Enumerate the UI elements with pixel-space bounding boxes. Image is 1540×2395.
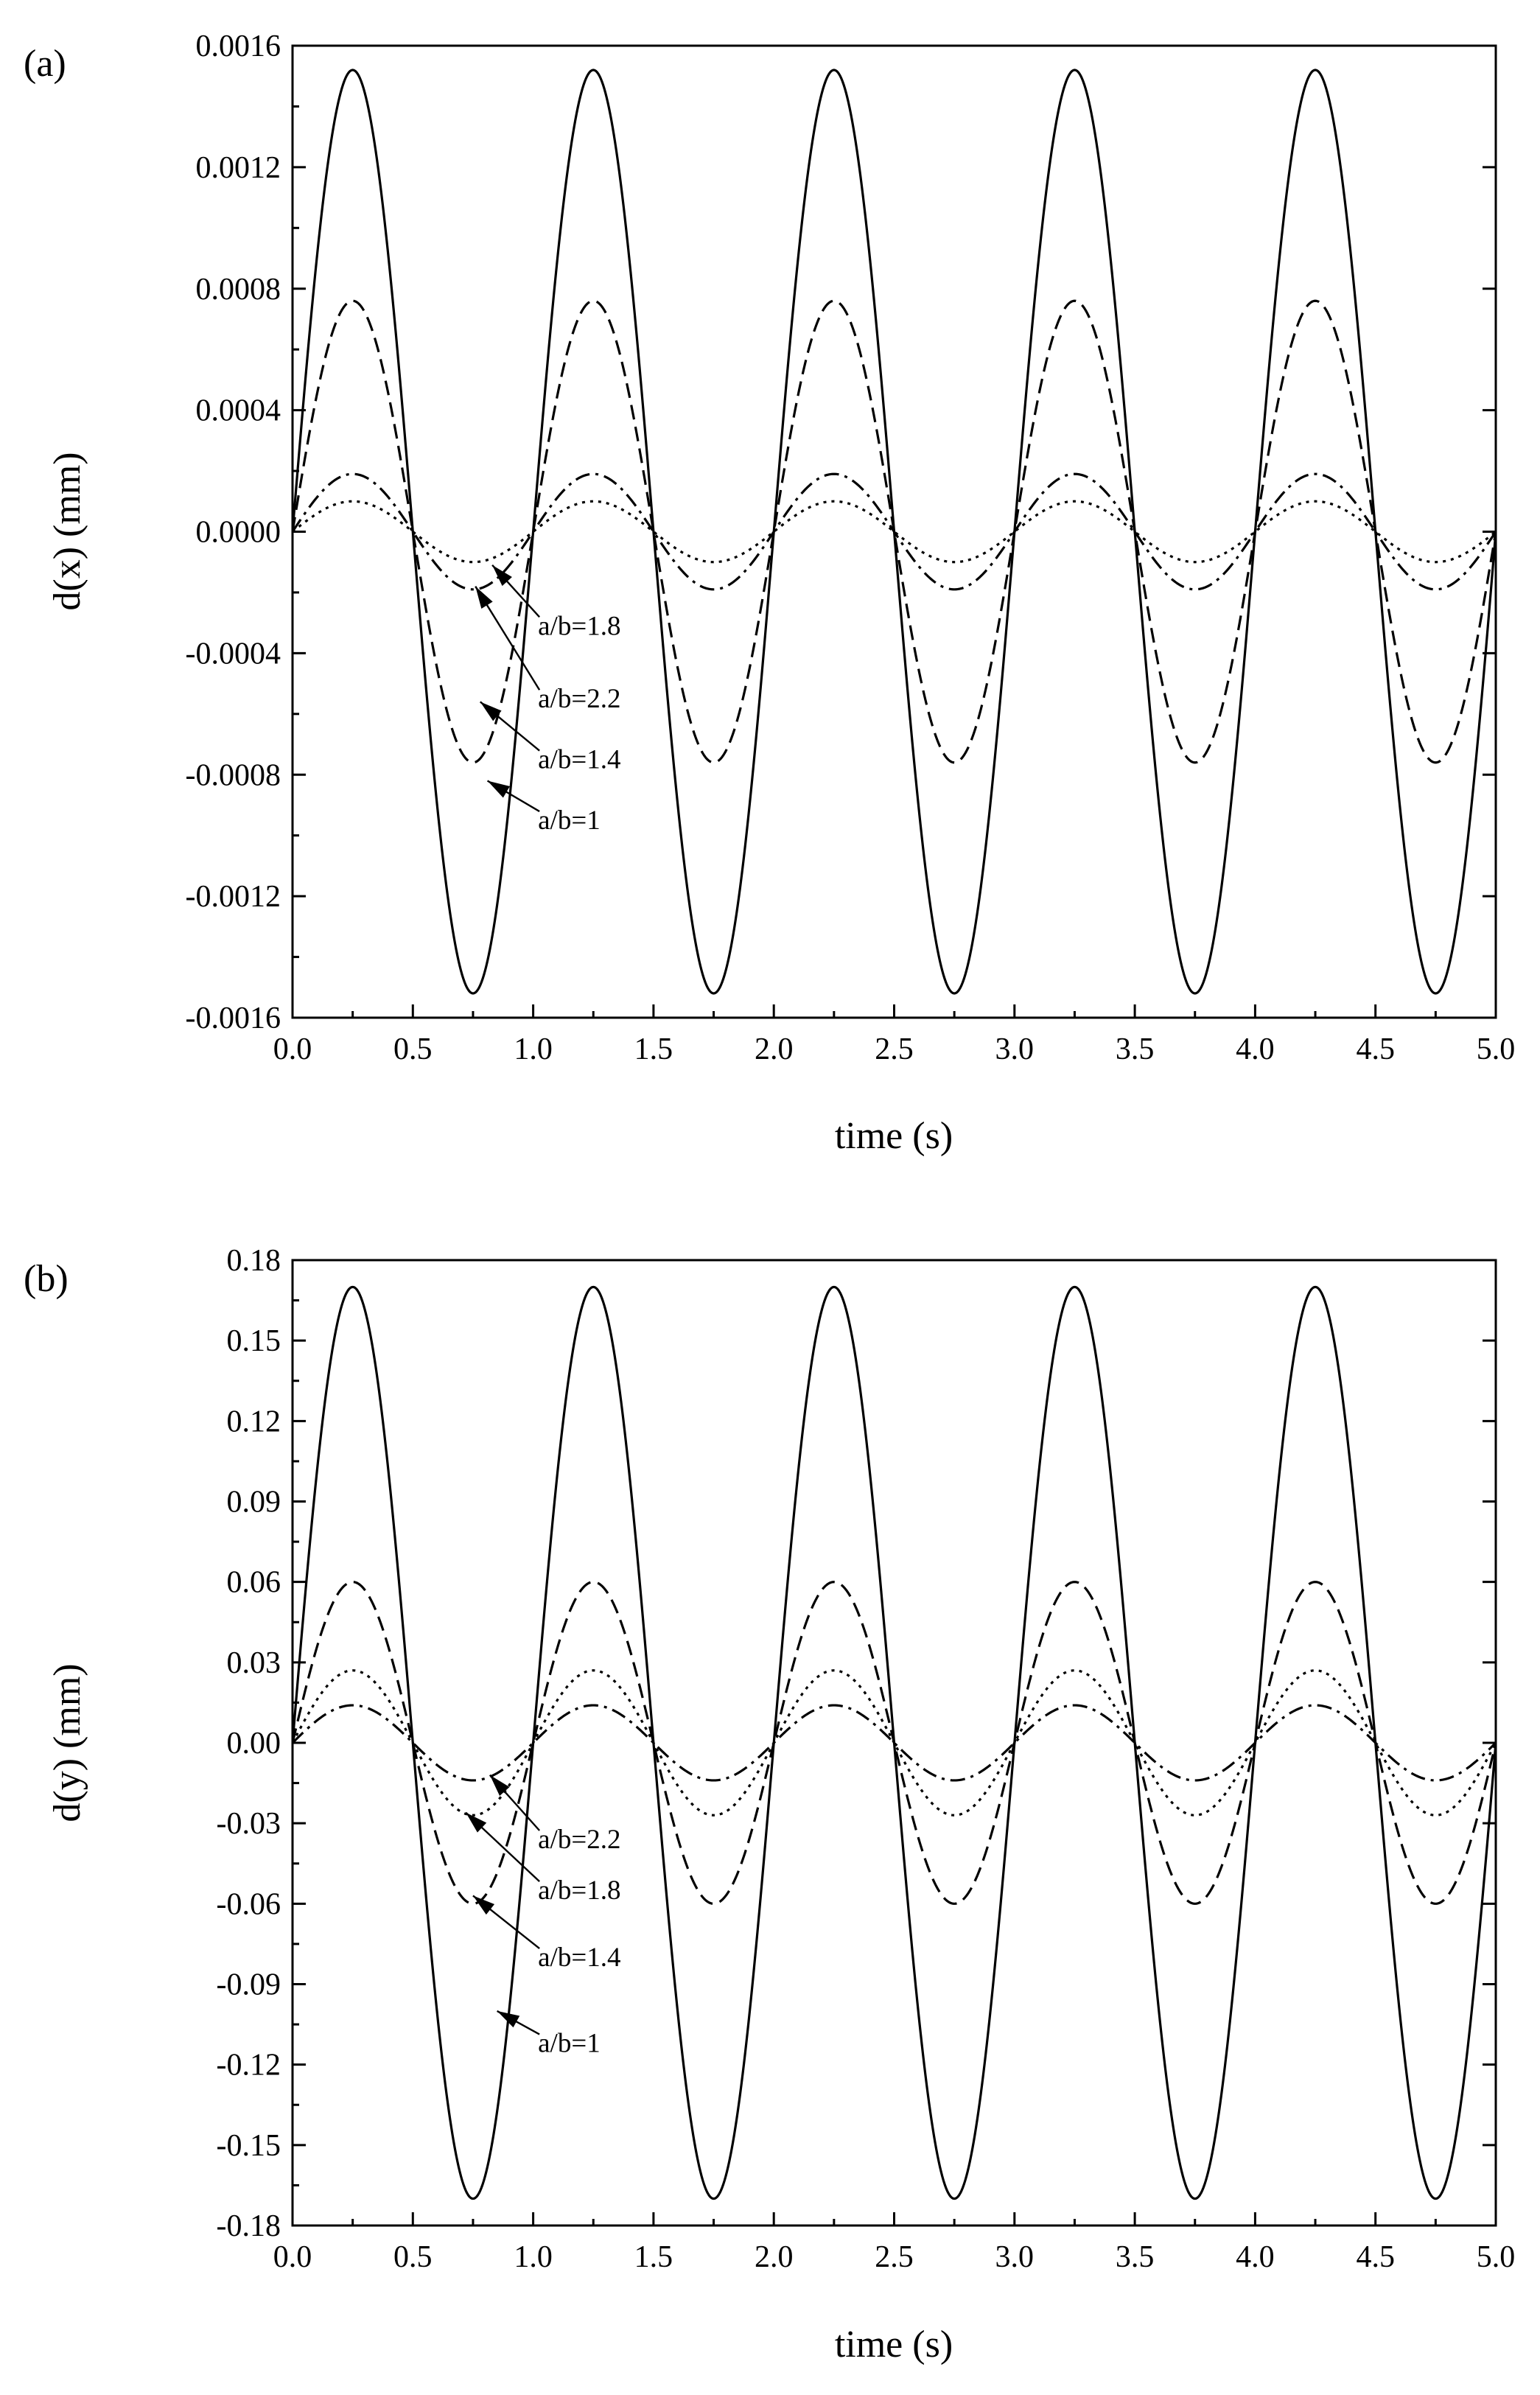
panel-a-annotations: a/b=1.8 a/b=2.2 a/b=1.4 a/b=1 xyxy=(475,564,620,836)
panel-a-series-line-a-b-1-4 xyxy=(293,299,1496,764)
panel-b-series xyxy=(293,1285,1496,2200)
panel-b-y-tick-label: -0.18 xyxy=(217,2209,281,2243)
panel-a-y-tick-label: -0.0012 xyxy=(186,880,281,914)
panel-b: (b) time (s) d(y) (mm) 0.0 0.5 1.0 1.5 2.0 2.… xyxy=(24,1244,1515,2366)
panel-b-x-tick-label: 3.0 xyxy=(995,2240,1035,2274)
panel-b-y-tick-label: -0.15 xyxy=(217,2129,281,2163)
panel-a-annotation-a-b-1-4: a/b=1.4 xyxy=(479,701,620,775)
panel-b-annotation-arrowhead xyxy=(489,1775,510,1797)
panel-a-x-tick-label: 2.5 xyxy=(875,1032,914,1066)
panel-a-y-tick-label: 0.0008 xyxy=(196,273,281,307)
panel-a-annotation-arrowhead xyxy=(480,702,502,721)
panel-b-plot-area: 0.0 0.5 1.0 1.5 2.0 2.5 3.0 3.5 4.0 4.5 5.0 0.180.… xyxy=(217,1244,1516,2274)
panel-a-y-tick-label: 0.0016 xyxy=(196,29,281,63)
panel-a-y-tick-label: -0.0008 xyxy=(186,758,281,792)
panel-a-y-tick-label: 0.0004 xyxy=(196,394,281,428)
panel-b-x-tick-label: 2.5 xyxy=(875,2240,914,2274)
panel-b-x-tick-label: 2.0 xyxy=(755,2240,794,2274)
panel-b-y-tick-label: 0.15 xyxy=(227,1324,281,1358)
panel-b-x-tick-label: 1.0 xyxy=(514,2240,553,2274)
panel-a-plot-area: 0.0 0.5 1.0 1.5 2.0 2.5 3.0 3.5 4.0 4.5 5.0 0.0016… xyxy=(186,29,1516,1066)
panel-a-ticks xyxy=(291,44,1497,1019)
panel-b-y-tick-label: 0.18 xyxy=(227,1244,281,1278)
panel-a-series-line-a-b-1-8 xyxy=(293,472,1496,591)
panel-b-series-line-a-b-2-2 xyxy=(293,1704,1496,1782)
panel-a-x-tick-label: 1.5 xyxy=(634,1032,673,1066)
panel-a-annotation-a-b-1-8: a/b=1.8 xyxy=(491,564,620,641)
panel-b-y-tick-label: 0.00 xyxy=(227,1727,281,1761)
panel-a-series xyxy=(293,69,1496,995)
panel-a-x-tick-label: 1.0 xyxy=(514,1032,553,1066)
panel-b-annotation-arrowhead xyxy=(466,1812,487,1833)
panel-b-x-tick-label: 0.5 xyxy=(393,2240,433,2274)
panel-b-series-line-a-b-1-8 xyxy=(293,1669,1496,1817)
panel-b-annotation-label: a/b=1.8 xyxy=(538,1875,620,1906)
panel-b-annotation-arrowhead xyxy=(472,1895,495,1915)
panel-a-y-tick-label: 0.0012 xyxy=(196,151,281,185)
panel-b-annotation-label: a/b=2.2 xyxy=(538,1825,620,1855)
panel-a-y-tick-labels: 0.0016 0.0012 0.0008 0.0004 0.0000 -0.0004 -0.… xyxy=(186,29,281,1035)
panel-b-annotation-arrowhead xyxy=(497,2010,520,2028)
panel-a-annotation-label: a/b=1.8 xyxy=(538,611,620,641)
panel-a-x-tick-label: 2.0 xyxy=(755,1032,794,1066)
panel-b-annotation-a-b-2-2: a/b=2.2 xyxy=(489,1774,620,1855)
panel-a-y-tick-label: -0.0004 xyxy=(186,637,281,671)
panel-b-annotation-a-b-1-4: a/b=1.4 xyxy=(472,1895,620,1973)
panel-a-x-tick-label: 3.0 xyxy=(995,1032,1035,1066)
panel-a-annotation-a-b-2-2: a/b=2.2 xyxy=(475,586,620,714)
panel-b-label: (b) xyxy=(24,1258,69,1300)
panel-a-x-tick-label: 4.0 xyxy=(1236,1032,1275,1066)
panel-b-x-tick-label: 1.5 xyxy=(634,2240,673,2274)
panel-a: (a) time (s) d(x) (mm) 0.0 0.5 1.0 1.5 2.0 2.… xyxy=(24,29,1515,1157)
panel-a-label: (a) xyxy=(24,43,66,85)
panel-a-annotation-arrowhead xyxy=(487,780,510,798)
panel-b-x-tick-labels: 0.0 0.5 1.0 1.5 2.0 2.5 3.0 3.5 4.0 4.5 5.0 xyxy=(273,2240,1516,2274)
panel-b-annotation-label: a/b=1 xyxy=(538,2029,601,2059)
panel-a-y-axis-title: d(x) (mm) xyxy=(46,452,88,610)
panel-b-y-tick-label: 0.06 xyxy=(227,1566,281,1600)
panel-b-y-tick-label: 0.03 xyxy=(227,1646,281,1680)
panel-b-y-tick-label: -0.12 xyxy=(217,2049,281,2083)
panel-b-y-axis-title: d(y) (mm) xyxy=(46,1663,88,1822)
panel-b-ticks xyxy=(291,1259,1497,2227)
panel-a-x-axis-title: time (s) xyxy=(835,1115,953,1157)
panel-a-x-tick-label: 0.5 xyxy=(393,1032,433,1066)
panel-a-x-tick-labels: 0.0 0.5 1.0 1.5 2.0 2.5 3.0 3.5 4.0 4.5 5.0 xyxy=(273,1032,1516,1066)
panel-b-x-tick-label: 3.5 xyxy=(1116,2240,1155,2274)
panel-b-y-tick-label: -0.03 xyxy=(217,1807,281,1841)
panel-b-y-tick-labels: 0.18 0.15 0.12 0.09 0.06 0.03 0.00 -0.03 -0.06 -0… xyxy=(217,1244,281,2243)
panel-b-x-tick-label: 0.0 xyxy=(273,2240,312,2274)
panel-a-x-tick-label: 5.0 xyxy=(1477,1032,1516,1066)
panel-b-x-axis-title: time (s) xyxy=(835,2324,953,2366)
panel-b-y-tick-label: 0.09 xyxy=(227,1486,281,1520)
panel-a-y-tick-label: -0.0016 xyxy=(186,1001,281,1035)
panel-b-x-tick-label: 4.0 xyxy=(1236,2240,1275,2274)
panel-a-annotation-label: a/b=1 xyxy=(538,805,601,836)
panel-b-annotation-a-b-1: a/b=1 xyxy=(497,2010,601,2059)
panel-a-annotation-label: a/b=2.2 xyxy=(538,684,620,714)
panel-b-annotation-label: a/b=1.4 xyxy=(538,1943,620,1973)
panel-b-y-tick-label: -0.06 xyxy=(217,1887,281,1921)
panel-b-y-tick-label: 0.12 xyxy=(227,1405,281,1438)
panel-a-annotation-label: a/b=1.4 xyxy=(538,745,620,775)
panel-a-y-tick-label: 0.0000 xyxy=(196,516,281,550)
panel-a-annotation-a-b-1: a/b=1 xyxy=(486,780,601,836)
panel-a-x-tick-label: 4.5 xyxy=(1356,1032,1395,1066)
panel-b-y-tick-label: -0.09 xyxy=(217,1968,281,2002)
panel-a-annotation-arrowhead xyxy=(475,586,493,609)
panel-a-x-tick-label: 0.0 xyxy=(273,1032,312,1066)
panel-a-annotation-arrowhead xyxy=(492,564,512,587)
panel-b-annotations: a/b=2.2 a/b=1.8 a/b=1.4 a/b=1 xyxy=(465,1774,620,2059)
panel-a-x-tick-label: 3.5 xyxy=(1116,1032,1155,1066)
panel-b-annotation-a-b-1-8: a/b=1.8 xyxy=(465,1811,620,1906)
panel-b-x-tick-label: 4.5 xyxy=(1356,2240,1395,2274)
panel-b-x-tick-label: 5.0 xyxy=(1477,2240,1516,2274)
